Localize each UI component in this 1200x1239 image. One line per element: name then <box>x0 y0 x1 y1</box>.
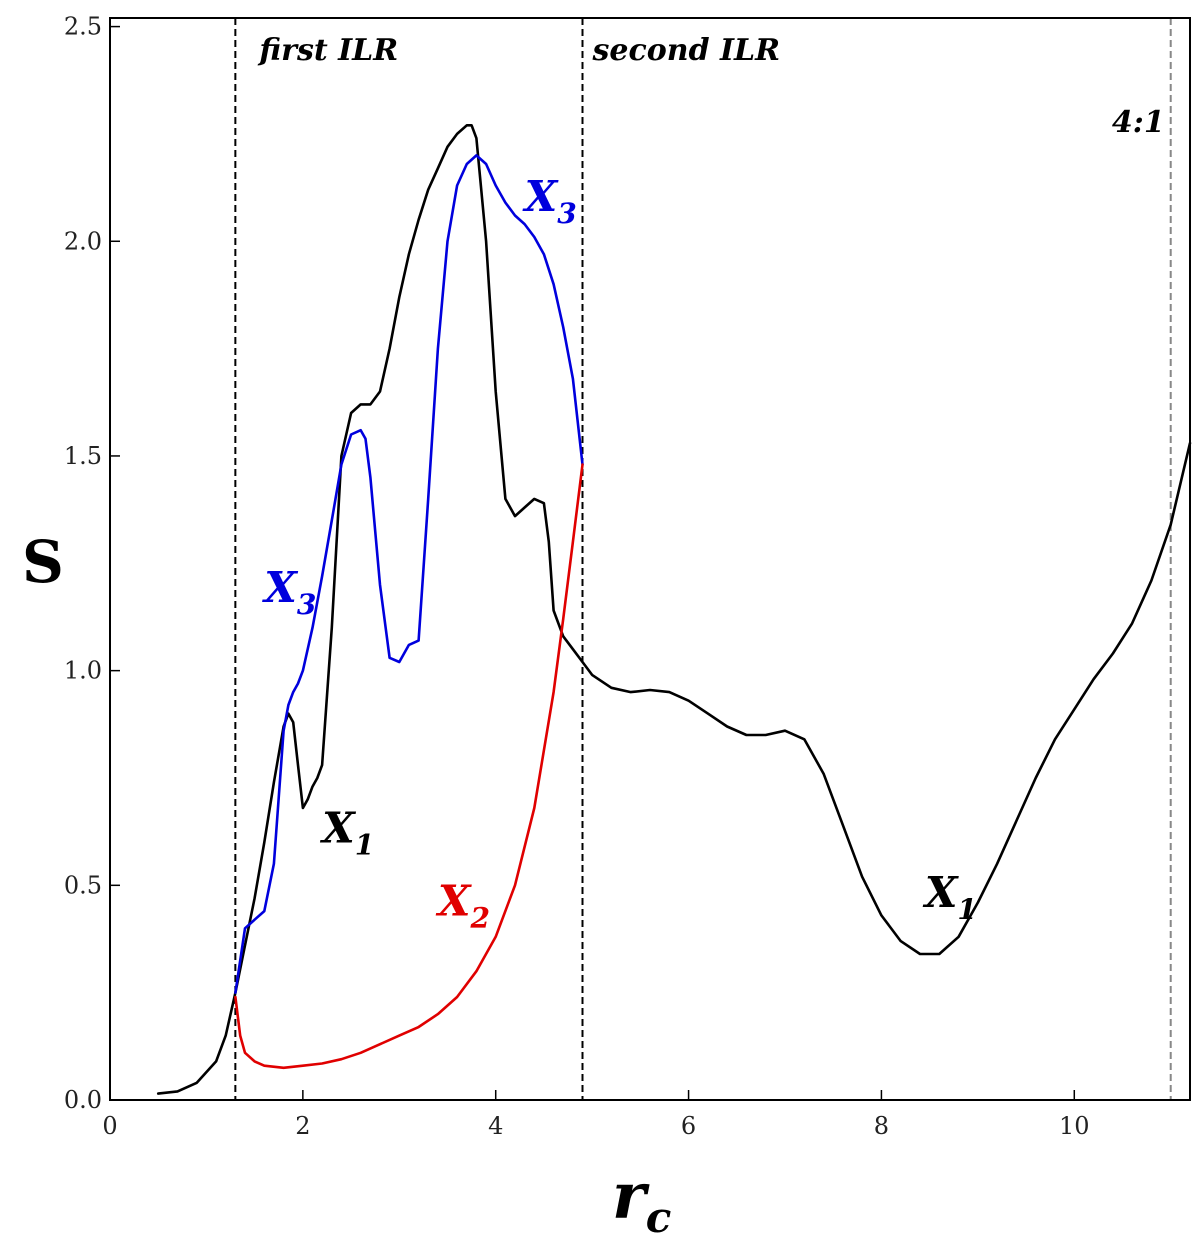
series-x2-line-2 <box>234 463 584 1070</box>
y-axis-title: S <box>22 528 64 596</box>
curve-label-x3-0: X3 <box>522 172 577 230</box>
curve-label-sub: 2 <box>469 901 489 934</box>
curve-label-main: X <box>435 876 472 925</box>
vline-label-1: second ILR <box>592 33 781 68</box>
curve-label-x2-3: X2 <box>435 876 490 934</box>
x-ticks: 0 2 4 6 8 10 <box>102 1090 1090 1140</box>
x-tick-label-2: 4 <box>488 1112 503 1140</box>
y-tick-label-4: 2.0 <box>64 227 102 255</box>
x-tick-label-4: 8 <box>874 1112 889 1140</box>
x-tick-label-5: 10 <box>1059 1112 1090 1140</box>
x-tick-label-0: 0 <box>102 1112 117 1140</box>
y-tick-label-1: 0.5 <box>64 871 102 899</box>
curve-label-main: X <box>922 868 959 917</box>
vertical-line-labels: first ILR second ILR 4:1 <box>257 33 1164 140</box>
curve-label-x1-2: X1 <box>319 803 374 861</box>
series-x3-line-1 <box>234 154 584 994</box>
y-tick-label-3: 1.5 <box>64 442 102 470</box>
curve-label-sub: 3 <box>297 588 316 621</box>
curve-label-main: X <box>522 172 559 221</box>
vline-label-2: 4:1 <box>1112 105 1165 140</box>
x-axis-title-sub: c <box>646 1193 672 1239</box>
vertical-lines <box>234 18 1172 1100</box>
curve-label-x3-1: X3 <box>261 563 316 621</box>
vline-label-0: first ILR <box>257 33 398 68</box>
curve-label-sub: 1 <box>957 893 976 926</box>
curve-label-sub: 1 <box>355 828 374 861</box>
x-tick-label-1: 2 <box>295 1112 310 1140</box>
curve-label-x1-4: X1 <box>922 868 977 926</box>
y-tick-label-0: 0.0 <box>64 1086 102 1114</box>
curve-label-sub: 3 <box>557 197 576 230</box>
curve-label-main: X <box>261 563 298 612</box>
series-group <box>156 124 1192 1095</box>
y-tick-label-5: 2.5 <box>64 13 102 41</box>
series-x1-line-0 <box>156 124 1192 1095</box>
y-tick-label-2: 1.0 <box>64 657 102 685</box>
curve-label-main: X <box>319 803 356 852</box>
x-axis-title: rc <box>612 1159 671 1239</box>
x-tick-label-3: 6 <box>681 1112 696 1140</box>
plot-frame <box>109 17 1191 1101</box>
y-ticks: 0.0 0.5 1.0 1.5 2.0 2.5 <box>64 13 120 1114</box>
x-axis-title-main: r <box>612 1159 650 1234</box>
